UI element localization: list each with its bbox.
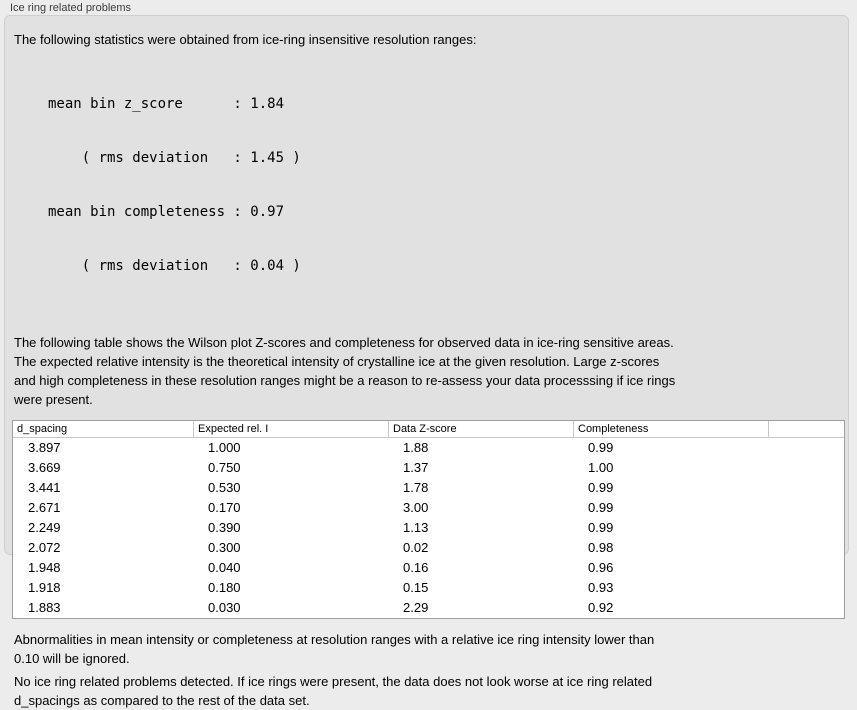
table-cell: 0.170 xyxy=(208,500,241,515)
table-row[interactable]: 2.249 0.390 1.13 0.99 xyxy=(13,518,844,538)
conclusion-note-line: No ice ring related problems detected. I… xyxy=(14,674,653,689)
table-cell: 0.040 xyxy=(208,560,241,575)
table-row[interactable]: 2.671 0.170 3.00 0.99 xyxy=(13,498,844,518)
stats-line: mean bin z_score : 1.84 xyxy=(48,96,285,112)
ignore-note-line: Abnormalities in mean intensity or compl… xyxy=(14,632,655,647)
table-cell: 0.390 xyxy=(208,520,241,535)
table-cell: 0.93 xyxy=(588,580,614,595)
table-cell: 0.99 xyxy=(588,520,614,535)
table-cell: 0.99 xyxy=(588,480,614,495)
table-description-line: The expected relative intensity is the t… xyxy=(14,354,660,369)
table-cell: 3.669 xyxy=(28,460,61,475)
table-cell: 2.671 xyxy=(28,500,61,515)
table-row[interactable]: 3.441 0.530 1.78 0.99 xyxy=(13,478,844,498)
table-description: The following table shows the Wilson plo… xyxy=(14,333,848,409)
table-cell: 1.948 xyxy=(28,560,61,575)
table-cell: 2.29 xyxy=(403,600,429,615)
stats-summary-block: mean bin z_score : 1.84 ( rms deviation … xyxy=(48,59,848,311)
column-header-blank xyxy=(768,421,844,437)
stats-line: ( rms deviation : 1.45 ) xyxy=(48,150,301,166)
stats-line: ( rms deviation : 0.04 ) xyxy=(48,258,301,274)
table-cell: 1.00 xyxy=(588,460,614,475)
table-row[interactable]: 3.897 1.000 1.88 0.99 xyxy=(13,438,844,458)
table-row[interactable]: 1.948 0.040 0.16 0.96 xyxy=(13,558,844,578)
table-cell: 3.00 xyxy=(403,500,429,515)
table-row[interactable]: 2.072 0.300 0.02 0.98 xyxy=(13,538,844,558)
table-cell: 1.918 xyxy=(28,580,61,595)
table-cell: 0.99 xyxy=(588,440,614,455)
column-header-expected-rel-i[interactable]: Expected rel. I xyxy=(193,421,388,437)
table-cell: 0.92 xyxy=(588,600,614,615)
table-cell: 0.180 xyxy=(208,580,241,595)
table-cell: 0.98 xyxy=(588,540,614,555)
table-cell: 0.030 xyxy=(208,600,241,615)
table-cell: 0.02 xyxy=(403,540,429,555)
table-cell: 2.249 xyxy=(28,520,61,535)
table-description-line: The following table shows the Wilson plo… xyxy=(14,335,674,350)
ignore-note-line: 0.10 will be ignored. xyxy=(14,651,130,666)
ice-ring-panel: The following statistics were obtained f… xyxy=(4,15,849,708)
table-cell: 1.883 xyxy=(28,600,61,615)
table-cell: 3.441 xyxy=(28,480,61,495)
table-cell: 1.37 xyxy=(403,460,429,475)
table-cell: 0.99 xyxy=(588,500,614,515)
table-cell: 2.072 xyxy=(28,540,61,555)
conclusion-note-line: d_spacings as compared to the rest of th… xyxy=(14,693,310,708)
group-box-label: Ice ring related problems xyxy=(10,2,132,14)
ignore-note: Abnormalities in mean intensity or compl… xyxy=(14,630,848,668)
table-header-row: d_spacing Expected rel. I Data Z-score C… xyxy=(13,421,844,438)
table-description-line: were present. xyxy=(14,392,93,407)
table-cell: 0.300 xyxy=(208,540,241,555)
table-cell: 0.750 xyxy=(208,460,241,475)
table-cell: 1.88 xyxy=(403,440,429,455)
table-cell: 0.530 xyxy=(208,480,241,495)
ice-ring-table-body: 3.897 1.000 1.88 0.99 3.669 0.750 1.37 1.00 3.44… xyxy=(13,438,844,618)
table-cell: 0.96 xyxy=(588,560,614,575)
stats-line: mean bin completeness : 0.97 xyxy=(48,204,285,220)
table-row[interactable]: 3.669 0.750 1.37 1.00 xyxy=(13,458,844,478)
conclusion-note: No ice ring related problems detected. I… xyxy=(14,672,848,710)
column-header-d-spacing[interactable]: d_spacing xyxy=(17,423,68,435)
table-cell: 1.000 xyxy=(208,440,241,455)
column-header-completeness[interactable]: Completeness xyxy=(573,421,768,437)
table-cell: 0.15 xyxy=(403,580,429,595)
table-cell: 1.13 xyxy=(403,520,429,535)
stats-intro-text: The following statistics were obtained f… xyxy=(14,32,477,47)
table-cell: 3.897 xyxy=(28,440,61,455)
ice-ring-table: d_spacing Expected rel. I Data Z-score C… xyxy=(12,420,845,619)
table-row[interactable]: 1.883 0.030 2.29 0.92 xyxy=(13,598,844,618)
table-description-line: and high completeness in these resolutio… xyxy=(14,373,676,388)
column-header-data-z-score[interactable]: Data Z-score xyxy=(388,421,573,437)
table-row[interactable]: 1.918 0.180 0.15 0.93 xyxy=(13,578,844,598)
table-cell: 1.78 xyxy=(403,480,429,495)
table-cell: 0.16 xyxy=(403,560,429,575)
